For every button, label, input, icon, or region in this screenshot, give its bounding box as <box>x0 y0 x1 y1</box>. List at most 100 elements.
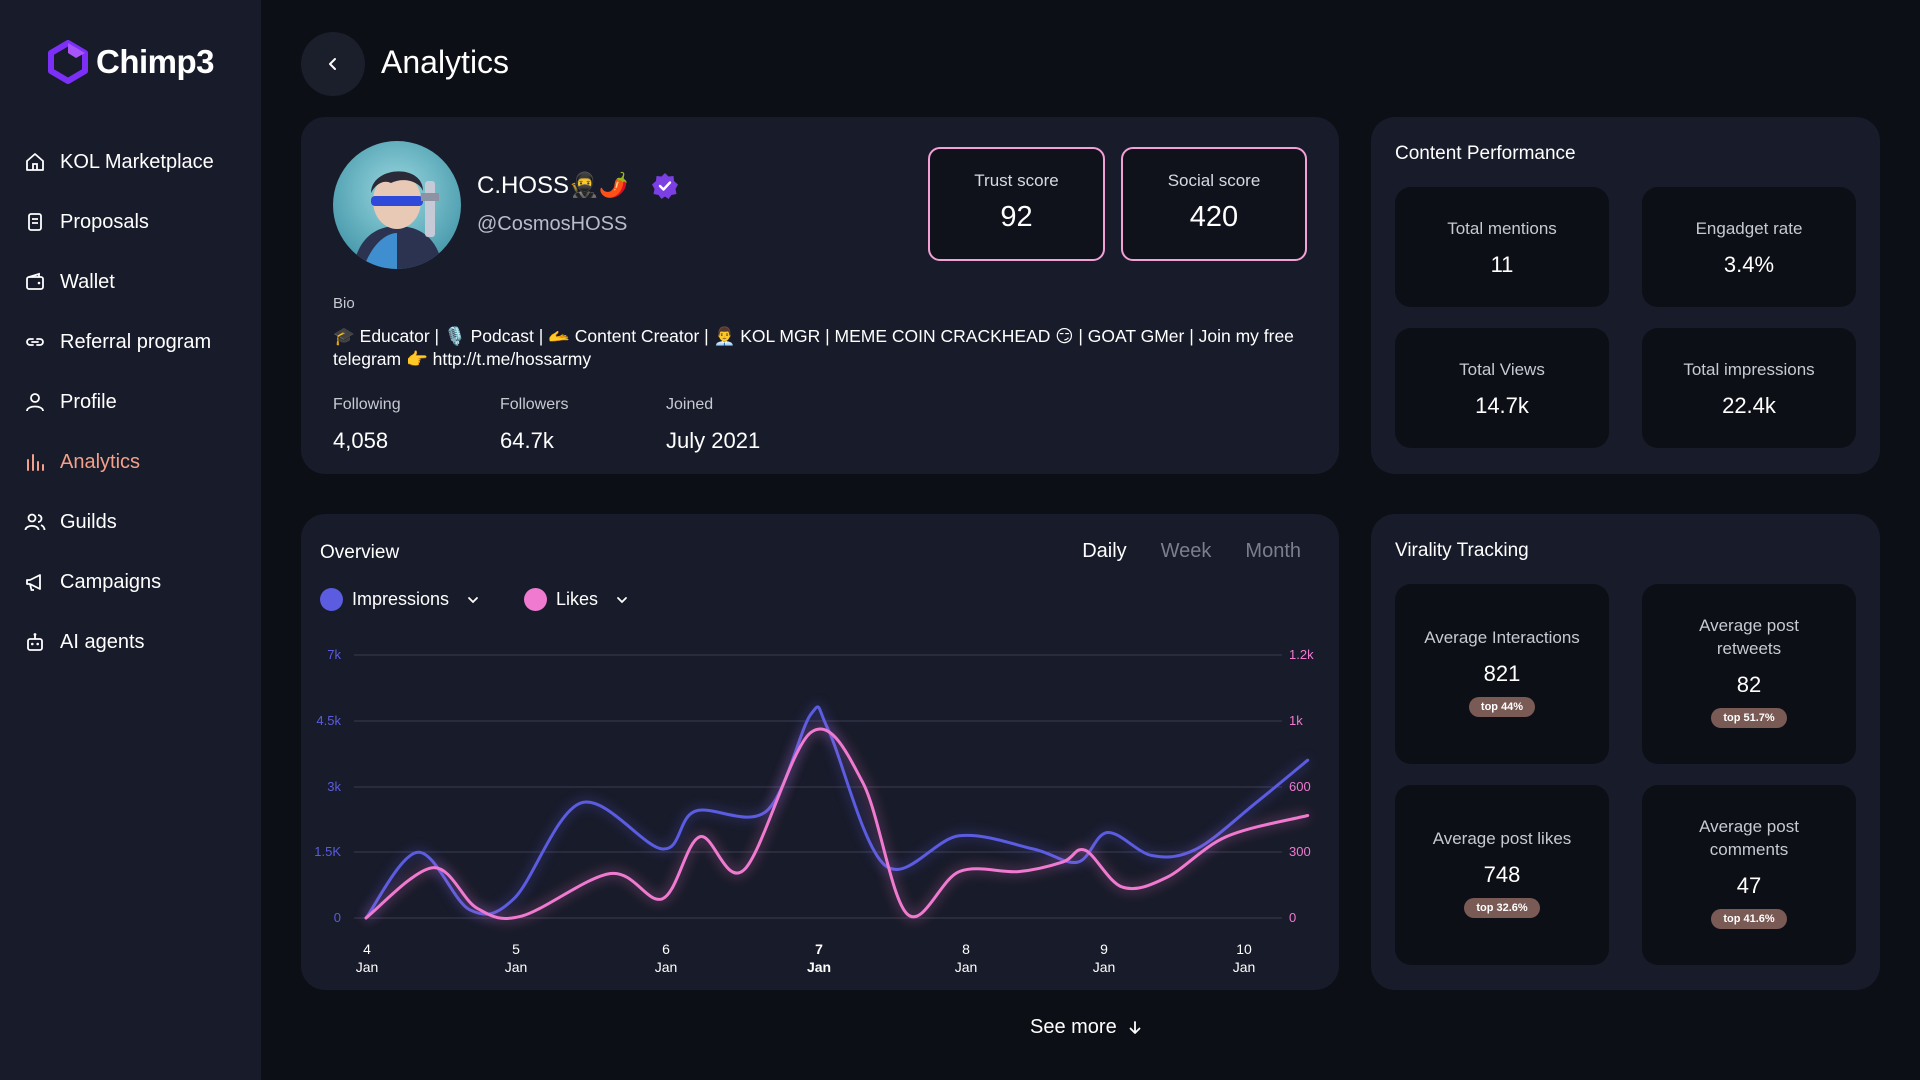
tile-label: Average Interactions <box>1424 628 1580 647</box>
sidebar-item-kol-marketplace[interactable]: KOL Marketplace <box>24 132 254 192</box>
x-axis-day-label: 10 <box>1236 941 1252 957</box>
users-icon <box>24 513 46 531</box>
sidebar-item-ai-agents[interactable]: AI agents <box>24 612 254 672</box>
impressions-color-dot <box>320 588 343 611</box>
social-score-label: Social score <box>1167 171 1261 190</box>
sidebar-nav: KOL Marketplace Proposals Wallet Referral p… <box>24 132 254 672</box>
x-axis-day-label: 4 <box>363 941 371 957</box>
sidebar: Chimp3 KOL Marketplace Proposals Wallet Ref… <box>0 0 261 1080</box>
percentile-badge: top 32.6% <box>1464 898 1540 918</box>
impressions-legend-label: Impressions <box>352 589 450 609</box>
total-views-tile: Total Views 14.7k <box>1395 328 1609 448</box>
tab-week[interactable]: Week <box>1160 540 1212 562</box>
verified-badge-icon <box>651 172 678 199</box>
content-performance-title: Content Performance <box>1395 143 1576 164</box>
tab-month[interactable]: Month <box>1245 540 1301 562</box>
left-axis-tick-label: 3k <box>327 779 341 794</box>
tile-value: 821 <box>1483 661 1521 686</box>
robot-icon <box>27 633 43 651</box>
chevron-down-icon <box>617 596 627 603</box>
tab-daily[interactable]: Daily <box>1082 540 1127 562</box>
x-axis-month-label: Jan <box>807 959 831 975</box>
right-axis-tick-label: 300 <box>1289 844 1311 859</box>
avatar <box>333 141 461 269</box>
overview-card: Overview Daily Week Month Impressions Li… <box>301 514 1339 990</box>
tile-label: Engadget rate <box>1695 219 1803 238</box>
tile-value: 22.4k <box>1722 393 1776 418</box>
right-axis-tick-label: 1k <box>1289 713 1303 728</box>
sidebar-item-referral-program[interactable]: Referral program <box>24 312 254 372</box>
tile-label: Average post comments <box>1699 817 1799 859</box>
percentile-badge: top 41.6% <box>1711 909 1787 929</box>
profile-card: C.HOSS🥷🌶️ @CosmosHOSS Trust score 92 Soc… <box>301 117 1339 474</box>
likes-series-line <box>364 727 1310 920</box>
chevron-left-icon <box>329 58 336 70</box>
social-score-value: 420 <box>1189 201 1239 233</box>
tile-value: 82 <box>1736 672 1762 697</box>
back-button[interactable] <box>301 32 365 96</box>
bar-chart-icon <box>27 454 44 471</box>
x-axis-month-label: Jan <box>356 959 379 975</box>
chevron-down-icon <box>468 596 478 603</box>
likes-legend-label: Likes <box>556 589 599 609</box>
average-retweets-tile: Average post retweets 82 top 51.7% <box>1642 584 1856 764</box>
joined-stat: Joined July 2021 <box>666 396 760 454</box>
average-likes-tile: Average post likes 748 top 32.6% <box>1395 785 1609 965</box>
total-mentions-tile: Total mentions 11 <box>1395 187 1609 307</box>
likes-color-dot <box>524 588 547 611</box>
average-comments-tile: Average post comments 47 top 41.6% <box>1642 785 1856 965</box>
trust-score-value: 92 <box>1000 201 1033 233</box>
see-more-button[interactable]: See more <box>1030 1016 1143 1039</box>
right-axis-tick-label: 600 <box>1289 779 1311 794</box>
x-axis-month-label: Jan <box>505 959 528 975</box>
profile-name: C.HOSS🥷🌶️ <box>477 171 679 200</box>
trust-score-label: Trust score <box>974 171 1059 190</box>
tile-value: 748 <box>1483 862 1521 887</box>
tile-label: Total impressions <box>1683 360 1815 379</box>
tile-label: Average post retweets <box>1699 616 1799 658</box>
sidebar-item-proposals[interactable]: Proposals <box>24 192 254 252</box>
x-axis-month-label: Jan <box>1093 959 1116 975</box>
virality-title: Virality Tracking <box>1395 540 1529 561</box>
percentile-badge: top 44% <box>1468 697 1536 717</box>
sidebar-item-label: Wallet <box>60 270 115 293</box>
profile-handle: @CosmosHOSS <box>477 213 628 235</box>
x-axis-day-label: 7 <box>815 941 823 957</box>
left-axis-tick-label: 4.5k <box>316 713 341 728</box>
arrow-down-icon <box>1129 1020 1141 1034</box>
user-icon <box>26 393 44 412</box>
followers-value: 64.7k <box>500 428 554 453</box>
following-value: 4,058 <box>333 428 389 453</box>
sidebar-item-campaigns[interactable]: Campaigns <box>24 552 254 612</box>
period-tabs: Daily Week Month <box>1082 540 1301 563</box>
tile-value: 11 <box>1490 252 1514 277</box>
trust-score-card: Trust score 92 <box>928 147 1105 261</box>
sidebar-item-profile[interactable]: Profile <box>24 372 254 432</box>
home-icon <box>26 153 44 171</box>
sidebar-item-label: Referral program <box>60 330 212 353</box>
profile-name-text: C.HOSS🥷🌶️ <box>477 172 629 199</box>
percentile-badge: top 51.7% <box>1711 708 1787 728</box>
sidebar-item-label: Analytics <box>60 450 141 473</box>
impressions-series-line <box>364 705 1310 920</box>
app-logo[interactable]: Chimp3 <box>46 40 215 84</box>
document-icon <box>28 213 42 231</box>
x-axis-month-label: Jan <box>1233 959 1256 975</box>
sidebar-item-wallet[interactable]: Wallet <box>24 252 254 312</box>
tile-label: Total mentions <box>1447 219 1557 238</box>
followers-label: Followers <box>500 396 569 413</box>
sidebar-item-label: KOL Marketplace <box>60 150 214 173</box>
tile-label: Total Views <box>1459 360 1545 379</box>
right-axis-tick-label: 1.2k <box>1289 647 1314 662</box>
impressions-legend-dropdown[interactable]: Impressions <box>320 588 480 611</box>
sidebar-item-analytics[interactable]: Analytics <box>24 432 254 492</box>
overview-title: Overview <box>320 542 400 563</box>
following-stat: Following 4,058 <box>333 396 401 454</box>
sidebar-item-label: Guilds <box>60 510 117 533</box>
left-axis-tick-label: 7k <box>327 647 341 662</box>
average-interactions-tile: Average Interactions 821 top 44% <box>1395 584 1609 764</box>
bio-text: 🎓 Educator | 🎙️ Podcast | 🫴 Content Crea… <box>333 326 1294 369</box>
tile-value: 14.7k <box>1475 393 1529 418</box>
sidebar-item-guilds[interactable]: Guilds <box>24 492 254 552</box>
likes-legend-dropdown[interactable]: Likes <box>524 588 629 611</box>
